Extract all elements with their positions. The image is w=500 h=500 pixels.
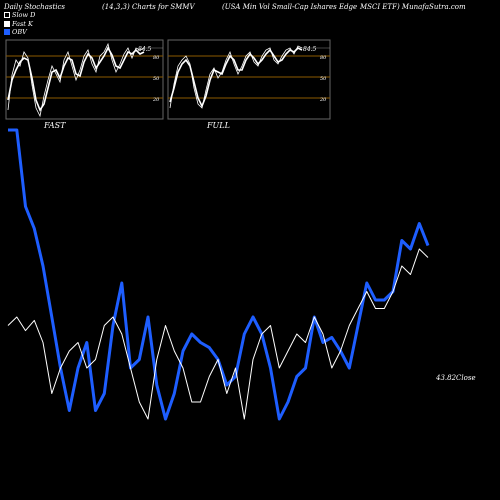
fast-panel: 84.5 80 50 20 FAST bbox=[5, 39, 164, 130]
full-value-label: 84.5 bbox=[303, 46, 317, 53]
full-panel-frame bbox=[167, 39, 331, 120]
legend-item-slow-d: Slow D bbox=[4, 11, 35, 20]
fast-level-20: 20 bbox=[152, 97, 160, 103]
full-panel: 84.5 80 50 20 FULL bbox=[167, 39, 331, 130]
legend: Slow D Fast K OBV bbox=[4, 11, 35, 37]
obv-series-line bbox=[8, 128, 430, 421]
main-chart bbox=[7, 128, 430, 421]
fast-level-80: 80 bbox=[153, 55, 160, 61]
full-level-80: 80 bbox=[320, 55, 327, 61]
full-fast-k-line bbox=[169, 45, 303, 109]
full-caption: FULL bbox=[206, 121, 230, 130]
legend-swatch bbox=[4, 29, 10, 36]
full-level-20: 20 bbox=[319, 97, 327, 103]
site-name: MSCI ETF) MunafaSutra.com bbox=[360, 3, 466, 11]
fast-slow-d-line bbox=[7, 46, 145, 112]
chart-subtitle: (14,3,3) Charts for SMMV bbox=[102, 3, 195, 11]
fast-caption: FAST bbox=[43, 121, 66, 130]
legend-swatch bbox=[4, 12, 10, 19]
chart-ticker-name: (USA Min Vol Small-Cap Ishares Edge bbox=[222, 3, 358, 11]
fast-fast-k-line bbox=[7, 42, 145, 118]
legend-item-obv: OBV bbox=[4, 28, 35, 37]
legend-item-fast-k: Fast K bbox=[4, 20, 35, 29]
chart-title: Daily Stochastics bbox=[4, 3, 66, 11]
full-level-50: 50 bbox=[320, 76, 327, 82]
close-series-line bbox=[7, 248, 429, 420]
fast-value-label: 84.5 bbox=[138, 46, 152, 53]
close-price-label: 43.82Close bbox=[435, 374, 476, 382]
fast-panel-frame bbox=[5, 39, 164, 120]
legend-swatch bbox=[4, 20, 10, 27]
fast-level-50: 50 bbox=[153, 76, 160, 82]
